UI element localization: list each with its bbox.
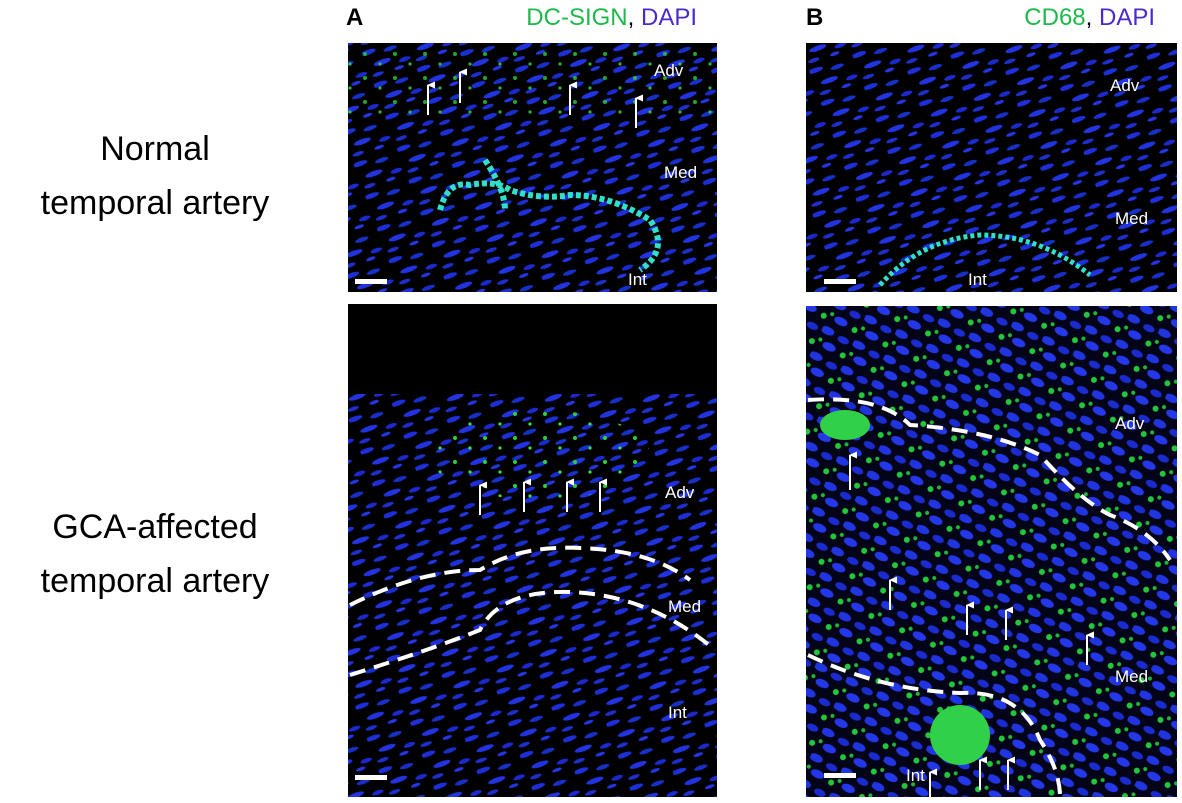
layer-label: Med	[664, 163, 697, 182]
stain: CD68	[1024, 4, 1085, 31]
micrograph	[806, 306, 1177, 798]
layer-label: Adv	[665, 483, 695, 502]
micrograph	[348, 304, 717, 797]
row-label: temporal artery	[41, 562, 270, 600]
panel-letter: B	[806, 4, 823, 31]
arrows	[427, 72, 1087, 800]
layer-label: Med	[1115, 209, 1148, 228]
separator: ,	[1086, 4, 1093, 31]
layer-label: Int	[906, 766, 925, 785]
row-label: Normal	[100, 130, 210, 168]
panel-header: DC-SIGN, DAPI	[526, 4, 697, 31]
micrograph	[348, 43, 717, 292]
layer-label: Med	[1115, 667, 1148, 686]
stain: DC-SIGN	[526, 4, 627, 31]
layer-label: Adv	[654, 61, 684, 80]
layer-label: Int	[668, 703, 687, 722]
row-label: GCA-affected	[52, 508, 257, 546]
layer-label: Med	[668, 597, 701, 616]
panel-header: CD68, DAPI	[1024, 4, 1155, 31]
layer-labels: Adv Med Int Adv Med Int Adv Med Int Adv …	[628, 61, 1148, 785]
layer-label: Adv	[1110, 76, 1140, 95]
separator: ,	[628, 4, 635, 31]
stain: DAPI	[641, 4, 697, 31]
layer-label: Int	[968, 270, 987, 289]
row-label: temporal artery	[41, 184, 270, 222]
layer-label: Int	[628, 270, 647, 289]
panel-letter: A	[346, 4, 363, 31]
micrograph	[806, 43, 1177, 292]
layer-label: Adv	[1115, 414, 1145, 433]
stain: DAPI	[1099, 4, 1155, 31]
